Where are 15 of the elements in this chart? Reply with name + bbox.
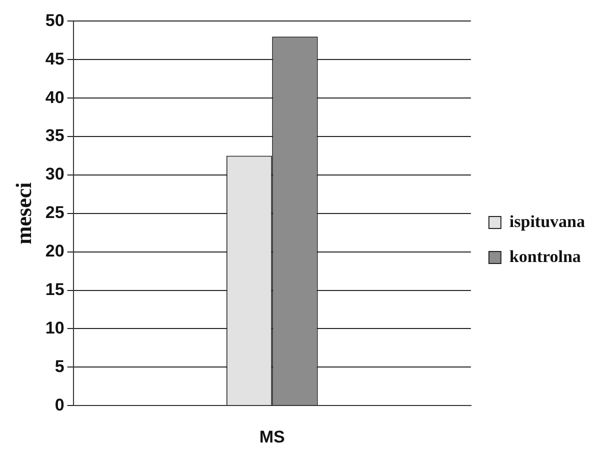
y-tick-label: 20	[45, 242, 64, 261]
y-tick-label: 50	[45, 10, 64, 30]
y-tick-label: 25	[45, 203, 64, 222]
y-tick-label: 10	[45, 318, 64, 338]
y-tick-label: 5	[54, 356, 64, 376]
y-tick-label: 45	[45, 49, 64, 68]
y-tick-label: 30	[45, 164, 64, 184]
y-tick-label: 15	[45, 280, 64, 299]
legend-label: kontrolna	[509, 246, 582, 266]
y-tick-label: 40	[45, 88, 64, 107]
y-axis-title: meseci	[10, 182, 36, 245]
legend-label: ispituvana	[509, 212, 586, 231]
y-tick-label: 35	[45, 126, 64, 146]
y-tick-label: 0	[54, 395, 64, 414]
x-tick-label: MS	[259, 427, 285, 446]
